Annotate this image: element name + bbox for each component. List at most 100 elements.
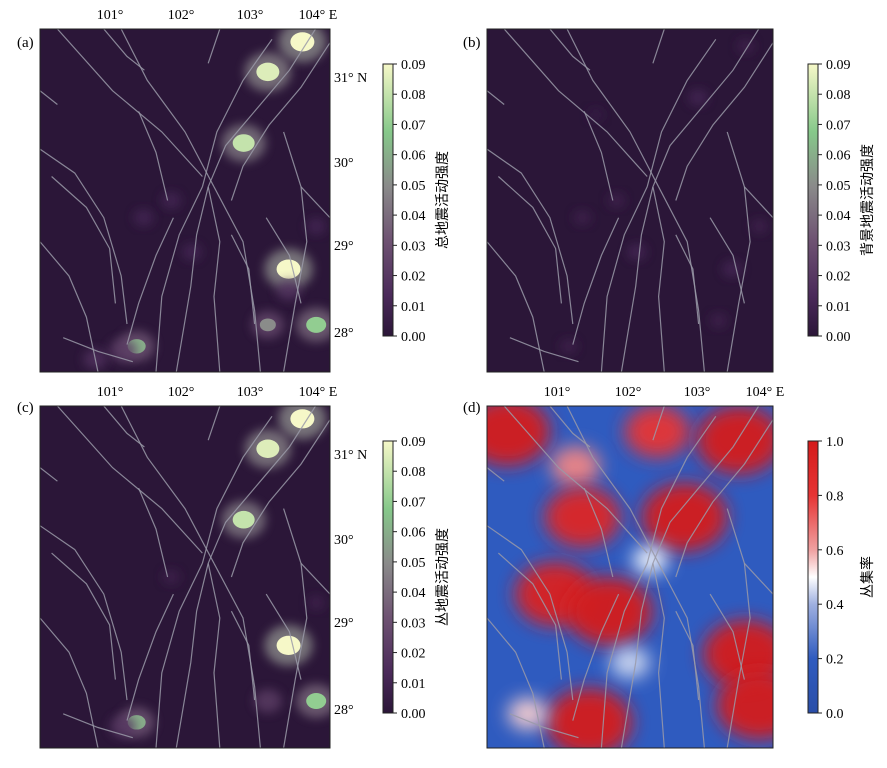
colorbar-tick-label: 0.01: [401, 677, 426, 692]
y-tick-label: 30°: [334, 156, 354, 171]
fault-line: [207, 186, 221, 372]
colorbar-tick-label: 0.4: [826, 598, 844, 613]
y-tick-label: 31° N: [334, 448, 367, 463]
fault-line: [56, 29, 203, 177]
fault-line: [62, 337, 133, 363]
intensity-halo: [307, 595, 326, 611]
intensity-hotspot: [306, 316, 327, 333]
fault-line: [566, 29, 660, 188]
colorbar-tick-label: 0.03: [401, 616, 426, 631]
panel-label: (c): [17, 400, 34, 416]
colorbar-tick-label: 0.08: [826, 88, 851, 103]
map-frame: [486, 28, 774, 373]
fault-line: [620, 186, 654, 372]
fault-line: [652, 186, 665, 372]
fault-line: [498, 552, 562, 680]
intensity-halo: [587, 107, 604, 122]
fault-lines: [487, 406, 773, 748]
intensity-halo: [253, 689, 282, 713]
fault-line: [652, 29, 760, 188]
colorbar-tick-label: 0.09: [401, 435, 426, 450]
colorbar-tick-label: 0.08: [401, 88, 426, 103]
fault-line: [300, 186, 330, 219]
intensity-halo: [161, 192, 182, 209]
intensity-hotspot: [256, 62, 280, 82]
fault-line: [62, 713, 133, 739]
intensity-hotspot: [290, 32, 315, 52]
intensity-hotspot: [259, 318, 276, 332]
fault-line: [709, 217, 745, 304]
colorbar-label: 丛地震活动强度: [435, 528, 451, 626]
map-area: [40, 29, 330, 372]
fault-line: [230, 419, 330, 578]
fault-line: [126, 593, 174, 721]
fault-line: [600, 563, 648, 748]
fault-line: [503, 406, 648, 554]
fault-lines: [40, 29, 330, 372]
fault-line: [40, 525, 128, 701]
colorbar-tick-label: 0.00: [401, 707, 426, 722]
fault-line: [675, 419, 773, 578]
fault-line: [658, 186, 705, 372]
colorbar-tick-label: 0.06: [401, 526, 426, 541]
fault-line: [103, 406, 145, 448]
colorbar-tick-label: 0.04: [826, 209, 851, 224]
fault-line: [583, 111, 614, 201]
colorbar-tick-label: 0.00: [826, 330, 851, 345]
colorbar: 0.09 0.08 0.07 0.06 0.05 0.04 0.03 0.02 0.01 0.00…: [382, 58, 451, 345]
colorbar-tick-label: 0.06: [826, 149, 851, 164]
colorbar-tick-label: 0.05: [826, 179, 851, 194]
fault-line: [652, 563, 665, 748]
fault-line: [40, 617, 99, 748]
ratio-patch: [632, 545, 668, 574]
colorbar-gradient: [807, 63, 819, 337]
fault-line: [265, 217, 302, 304]
colorbar-tick-label: 0.02: [401, 647, 426, 662]
map-area: [487, 29, 773, 372]
colorbar-tick-label: 0.02: [401, 270, 426, 285]
y-tick-label: 28°: [334, 703, 354, 718]
fault-line: [572, 217, 620, 345]
fault-line: [726, 131, 751, 372]
fault-line: [487, 148, 574, 325]
intensity-halo: [276, 280, 301, 301]
y-tick-label: 29°: [334, 616, 354, 631]
fault-line: [265, 593, 302, 680]
colorbar-tick-label: 0.03: [826, 239, 851, 254]
colorbar: 0.09 0.08 0.07 0.06 0.05 0.04 0.03 0.02 0.01 0.00…: [382, 435, 451, 722]
fault-line: [207, 29, 221, 64]
colorbar-tick-label: 0.03: [401, 239, 426, 254]
colorbar-tick-label: 0.07: [401, 118, 426, 133]
ratio-patch: [550, 445, 601, 486]
colorbar-tick-label: 0.01: [826, 300, 851, 315]
fault-line: [675, 42, 773, 201]
intensity-halo: [709, 312, 728, 329]
colorbar-tick-label: 0.6: [826, 544, 844, 559]
x-tick-label: 104° E: [746, 385, 785, 400]
ratio-patch: [546, 688, 632, 748]
ratio-patch: [641, 483, 727, 552]
colorbar-tick-label: 0.07: [826, 118, 851, 133]
colorbar-tick-label: 0.02: [826, 270, 851, 285]
colorbar-tick-label: 0.0: [826, 707, 844, 722]
fault-line: [709, 593, 745, 680]
x-tick-label: 101°: [97, 385, 124, 400]
fault-line: [207, 406, 221, 441]
fault-line: [155, 563, 203, 748]
fault-line: [503, 29, 648, 177]
panel-c: (c)101° 102° 103° 104° E31° N30°29°28°0.090…: [17, 385, 451, 749]
fault-line: [40, 467, 58, 482]
fault-line: [207, 29, 317, 188]
colorbar-gradient: [807, 440, 819, 714]
intensity-halo: [736, 38, 755, 54]
colorbar-tick-label: 0.05: [401, 556, 426, 571]
fault-line: [230, 42, 330, 201]
colorbar-tick-label: 0.09: [826, 58, 851, 73]
colorbar-tick-label: 0.07: [401, 495, 426, 510]
x-tick-label: 104° E: [299, 385, 338, 400]
fault-line: [51, 176, 116, 304]
fault-line: [549, 406, 591, 448]
ratio-patch: [610, 646, 650, 679]
panel-b: (b)0.090.080.070.060.050.040.030.020.010…: [463, 28, 876, 373]
panel-d: (d) 101° 102° 103° 104° E 1.0 0.8 0.6 0.4 0.2 0.0 丛…: [463, 385, 876, 749]
